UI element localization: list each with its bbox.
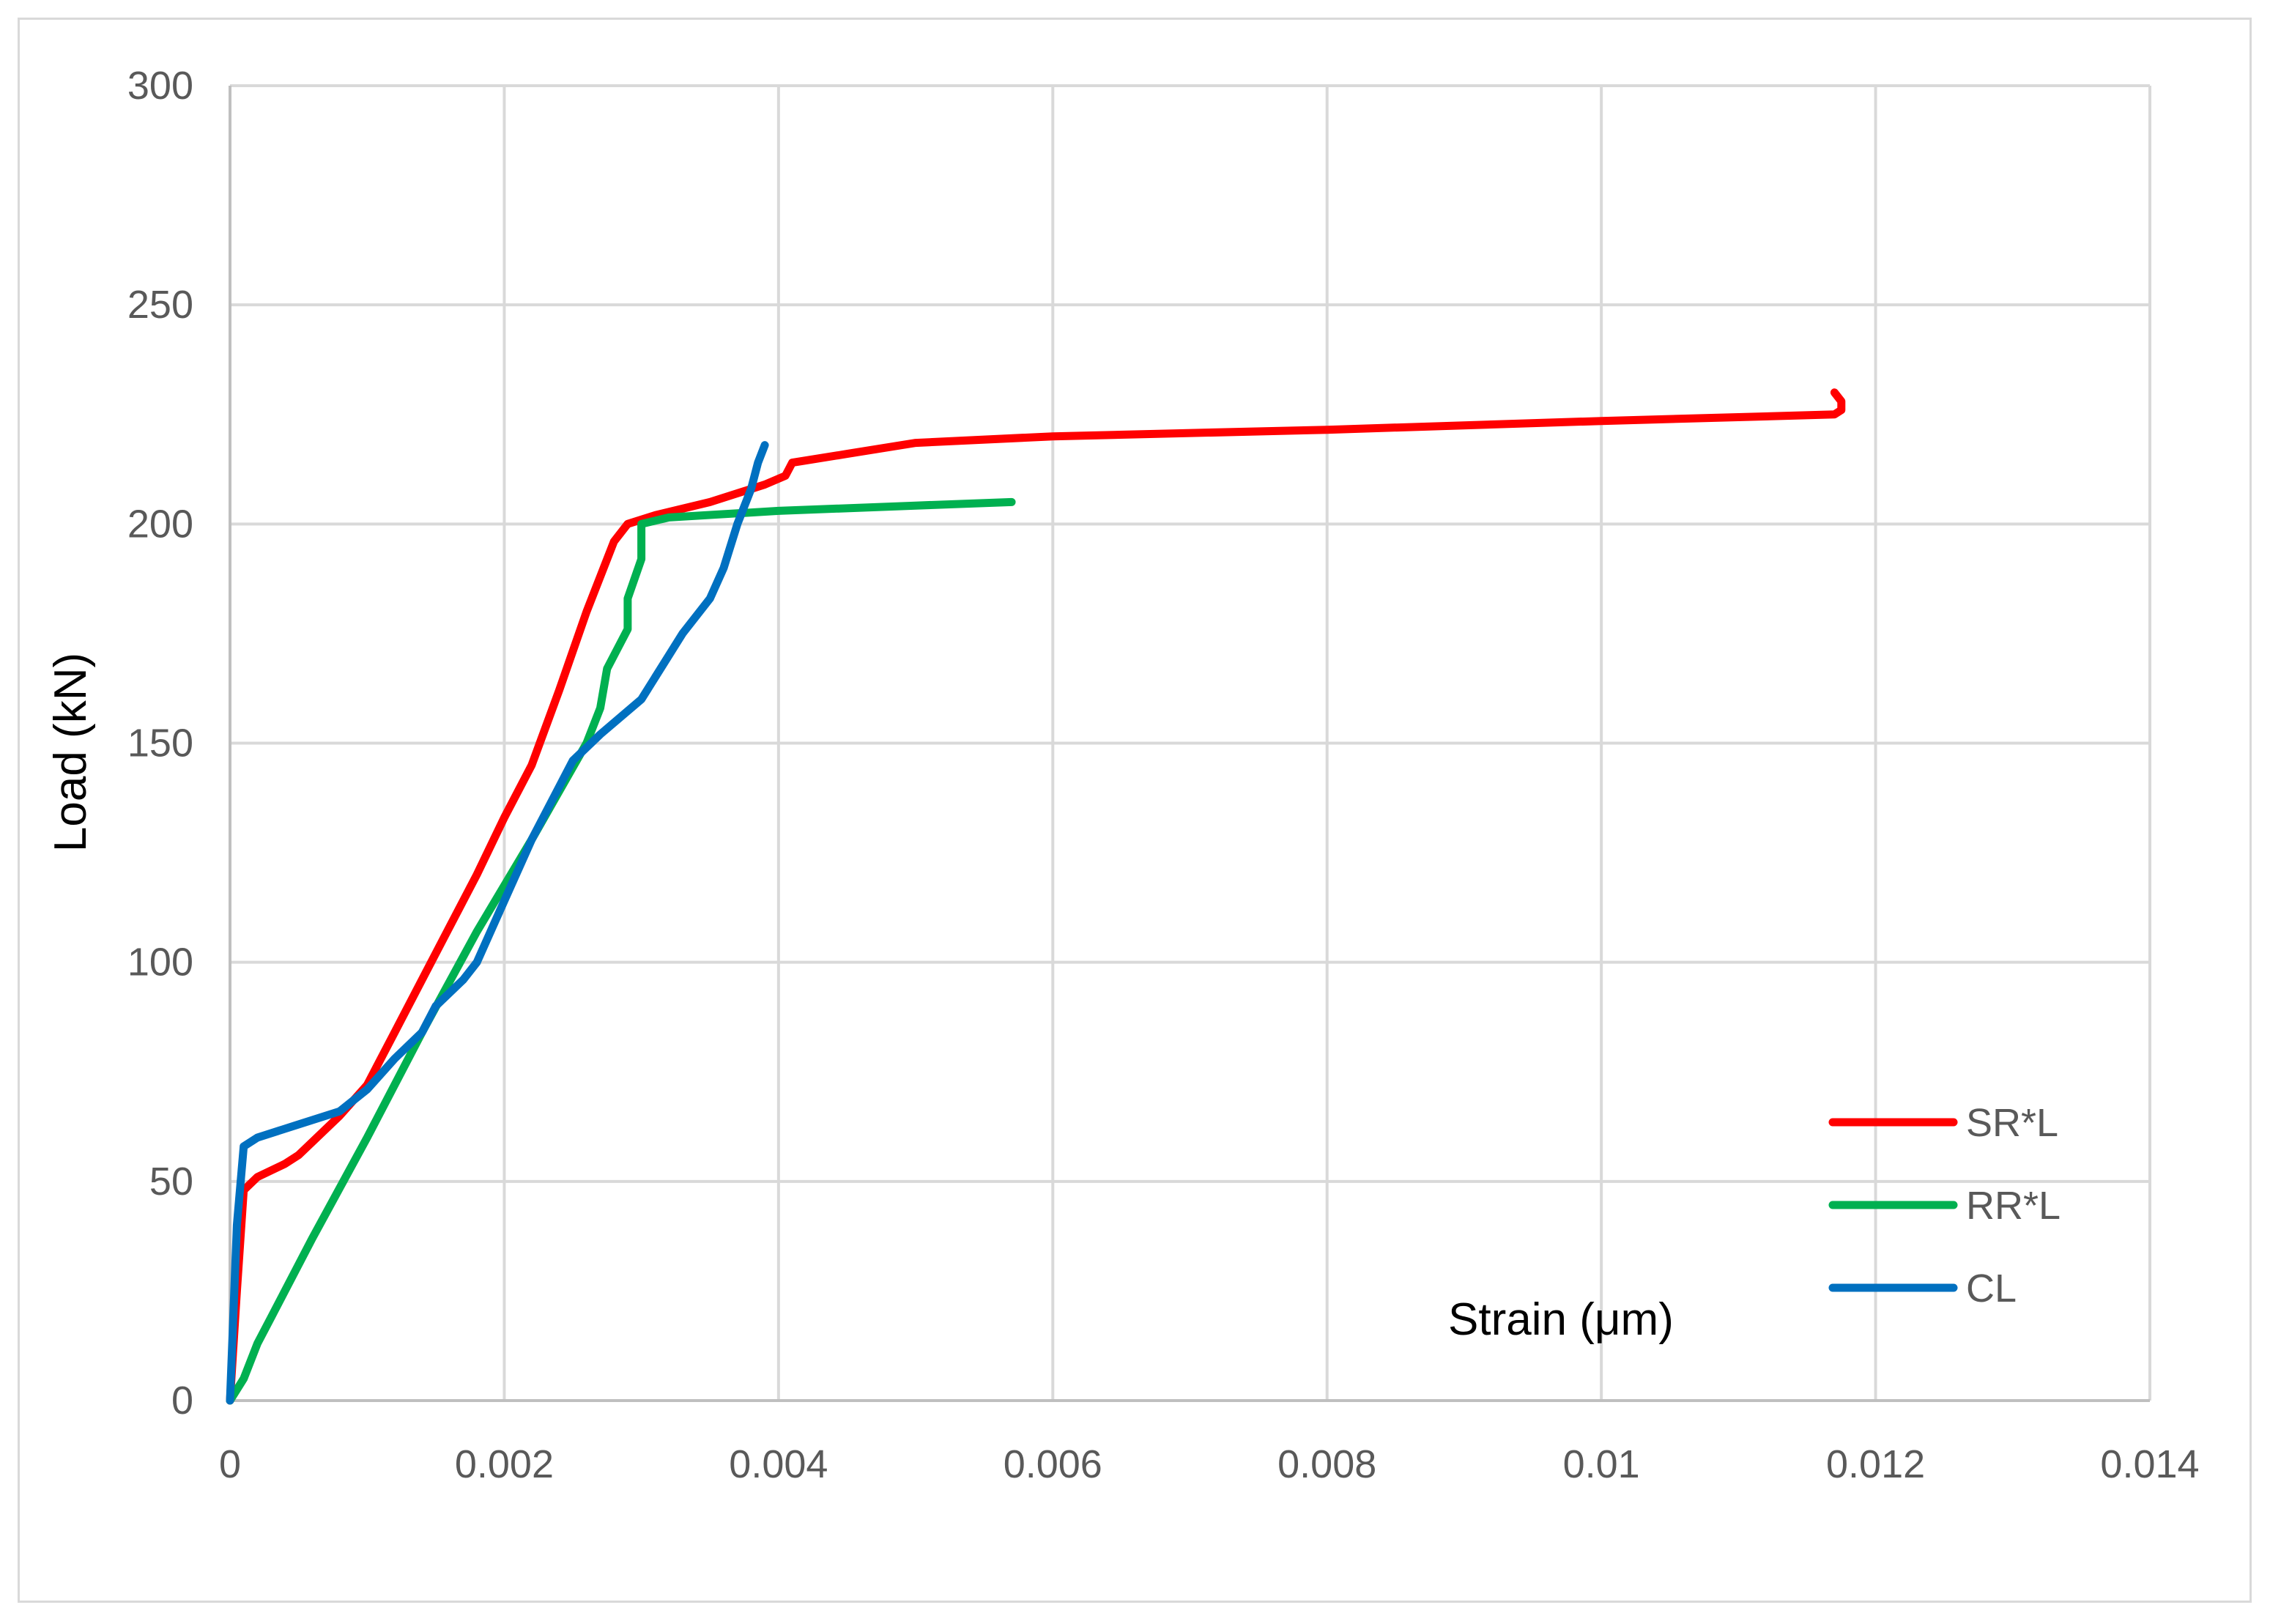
legend: SR*L RR*L CL <box>1828 1101 2061 1310</box>
x-tick-label: 0.008 <box>1277 1442 1376 1486</box>
legend-label: SR*L <box>1966 1101 2058 1145</box>
y-tick-label: 100 <box>127 941 193 985</box>
axis-layer <box>229 86 2150 1402</box>
x-tick-label: 0.002 <box>455 1442 554 1486</box>
x-tick-label: 0.004 <box>729 1442 828 1486</box>
y-tick-label: 150 <box>127 722 193 765</box>
y-tick-label: 0 <box>171 1379 193 1423</box>
y-tick-label: 200 <box>127 502 193 546</box>
series-layer <box>226 388 1846 1405</box>
y-axis-title: Load (kN) <box>45 653 96 852</box>
series-line-rr-l <box>226 497 1016 1405</box>
y-tick-label: 300 <box>127 64 193 108</box>
tick-layer: 0 0.002 0.004 0.006 0.008 0.01 0.012 0.014 0 50 10… <box>127 64 2200 1486</box>
y-tick-label: 50 <box>149 1160 193 1204</box>
series-line-cl <box>226 441 769 1405</box>
line-chart: 0 0.002 0.004 0.006 0.008 0.01 0.012 0.014 0 50 10… <box>45 64 2200 1486</box>
series-line-sr-l <box>226 388 1846 1405</box>
grid-layer <box>230 84 2151 1401</box>
x-axis-title: Strain (μm) <box>1448 1294 1674 1345</box>
x-tick-label: 0.014 <box>2100 1442 2199 1486</box>
x-tick-label: 0 <box>219 1442 241 1486</box>
legend-label: CL <box>1966 1267 2017 1310</box>
legend-label: RR*L <box>1966 1184 2061 1228</box>
y-tick-label: 250 <box>127 283 193 327</box>
chart-frame: 0 0.002 0.004 0.006 0.008 0.01 0.012 0.014 0 50 10… <box>18 18 2252 1603</box>
x-tick-label: 0.006 <box>1004 1442 1102 1486</box>
x-tick-label: 0.012 <box>1826 1442 1925 1486</box>
x-tick-label: 0.01 <box>1563 1442 1640 1486</box>
